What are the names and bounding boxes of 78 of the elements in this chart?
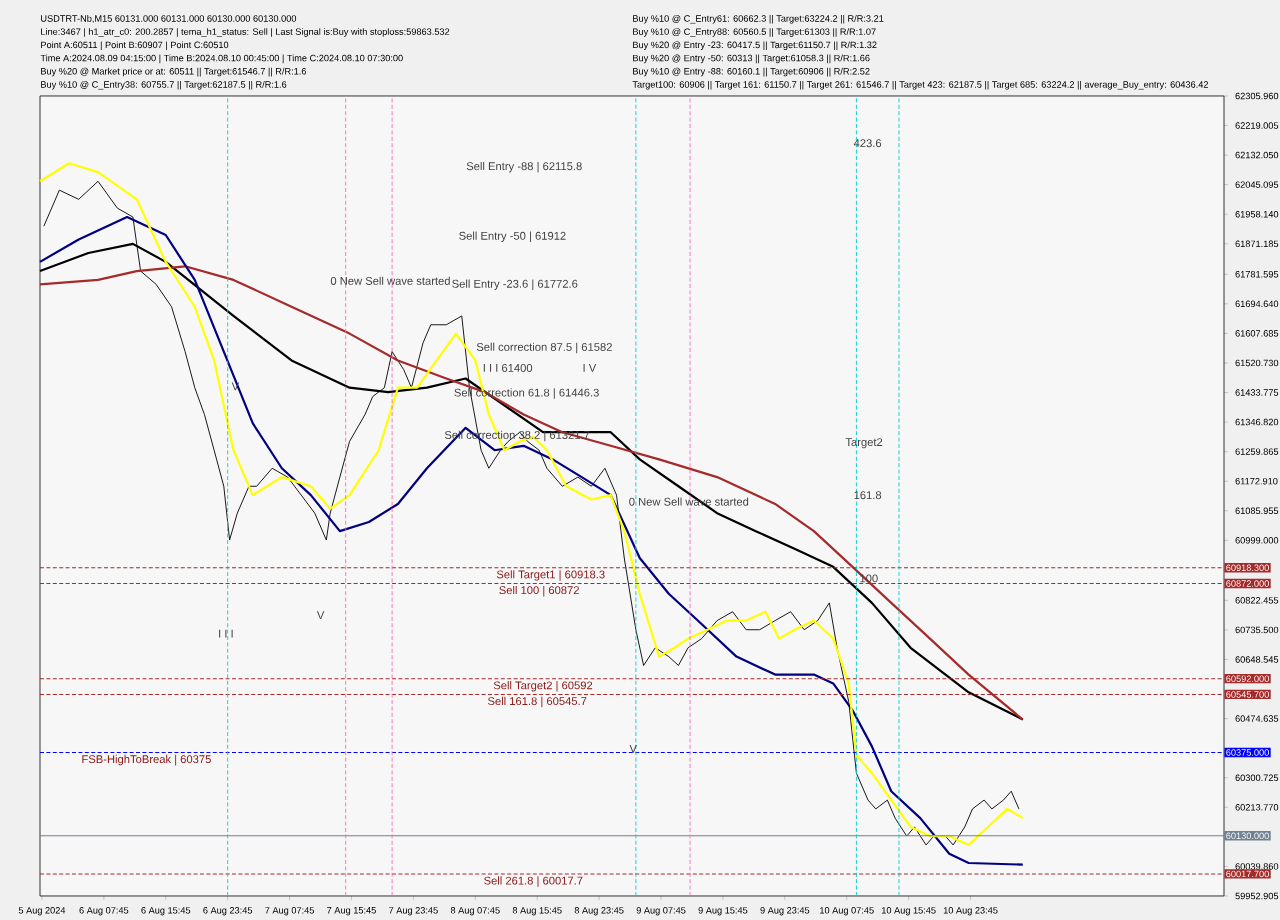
y-tick-label: 62219.005 <box>1235 122 1279 129</box>
y-tick-label: 61694.640 <box>1235 300 1279 308</box>
text: Buy %10 @ C_Entry61: 60662.3 || Target:63224.2 || R/R:3.21 <box>633 14 884 24</box>
text: Buy %10 @ C_Entry38: 60755.7 || Target:62187.5 || R/R:1.6 <box>41 80 287 90</box>
ref-line-label: 60017.700 <box>1226 870 1269 878</box>
y-tick-label: 60822.455 <box>1235 597 1279 604</box>
text: Buy %10 @ Entry -88: 60160.1 || Target:60906 || R/R:2.52 <box>633 67 870 77</box>
x-tick-label: 10 Aug 23:45 <box>943 907 998 916</box>
ref-line-label: 60130.000 <box>1226 832 1269 840</box>
y-tick-label: 61958.140 <box>1235 210 1279 218</box>
ref-line-label: 60375.000 <box>1226 749 1269 756</box>
annotation: I I I <box>219 629 233 638</box>
x-tick-label: 7 Aug 07:45 <box>265 907 314 916</box>
x-tick-label: 9 Aug 07:45 <box>636 907 686 916</box>
y-tick-label: 61346.820 <box>1235 418 1279 426</box>
annotation: Sell correction 87.5 | 61582 <box>476 342 612 354</box>
annotation: 0 New Sell wave started <box>330 276 450 285</box>
annotation: FSB-HighToBreak | 60375 <box>82 754 211 766</box>
ref-line-label: 60592.000 <box>1226 675 1269 682</box>
y-tick-label: 60648.545 <box>1235 656 1279 663</box>
y-tick-label: 59952.905 <box>1235 892 1279 900</box>
x-tick-label: 8 Aug 07:45 <box>450 907 500 916</box>
annotation: 423.6 <box>853 139 882 148</box>
y-tick-label: 60735.500 <box>1235 626 1279 634</box>
text: Buy %10 @ C_Entry88: 60560.5 || Target:61303 || R/R:1.07 <box>633 28 876 37</box>
annotation: Sell Entry -50 | 61912 <box>459 231 566 243</box>
annotation: V <box>629 744 637 753</box>
y-tick-label: 61520.730 <box>1235 359 1279 367</box>
annotation: Sell Target2 | 60592 <box>493 681 593 692</box>
x-tick-label: 7 Aug 23:45 <box>389 907 438 916</box>
y-tick-label: 61259.865 <box>1235 448 1279 455</box>
text: Point A:60511 | Point B:60907 | Point C:60510 <box>41 41 229 50</box>
y-tick-label: 60474.635 <box>1235 715 1279 722</box>
x-tick-label: 9 Aug 23:45 <box>760 907 810 916</box>
annotation: I I I 61400 <box>483 364 533 372</box>
x-tick-label: 6 Aug 07:45 <box>79 907 129 916</box>
x-tick-label: 10 Aug 15:45 <box>881 907 936 916</box>
x-tick-label: 7 Aug 15:45 <box>327 907 376 916</box>
x-tick-label: 6 Aug 23:45 <box>203 907 253 916</box>
text: Buy %20 @ Market price or at: 60511 || Target:61546.7 || R/R:1.6 <box>41 67 307 77</box>
y-tick-label: 62132.050 <box>1235 151 1279 159</box>
annotation: Sell Entry -23.6 | 61772.6 <box>452 279 578 291</box>
x-tick-label: 5 Aug 2024 <box>18 907 66 916</box>
annotation: I V <box>583 364 597 372</box>
ref-line-label: 60918.300 <box>1226 564 1269 572</box>
annotation: Sell 261.8 | 60017.7 <box>484 876 583 887</box>
text: Target100: 60906 || Target 161: 61150.7 || Target 261: 61546.7 || Target 423: 62187.5 || Target 685: 63224.2 || average_Buy_entry: 60436.42 <box>632 80 1209 90</box>
x-tick-label: 8 Aug 15:45 <box>512 907 562 916</box>
y-tick-label: 60300.725 <box>1235 774 1279 781</box>
x-tick-label: 9 Aug 15:45 <box>698 907 748 916</box>
y-tick-label: 61871.185 <box>1235 240 1279 248</box>
annotation: Sell Target1 | 60918.3 <box>496 570 605 581</box>
x-tick-label: 8 Aug 23:45 <box>574 907 624 916</box>
text: Time A:2024.08.09 04:15:00 | Time B:2024.08.10 00:45:00 | Time C:2024.08.10 07:30:00 <box>40 54 403 64</box>
y-tick-label: 61433.775 <box>1235 389 1279 396</box>
y-tick-label: 60039.860 <box>1235 863 1279 870</box>
y-tick-label: 61607.685 <box>1235 330 1279 337</box>
y-tick-label: 61781.595 <box>1235 271 1279 278</box>
x-tick-label: 6 Aug 15:45 <box>141 907 191 916</box>
ref-line-label: 60872.000 <box>1226 580 1269 587</box>
text: Buy %20 @ Entry -50: 60313 || Target:61058.3 || R/R:1.66 <box>633 54 870 64</box>
text: USDTRT-Nb,M15 60131.000 60131.000 60130.000 60130.000 <box>41 14 297 23</box>
annotation: 161.8 <box>854 491 882 500</box>
y-tick-label: 62305.960 <box>1235 92 1279 100</box>
ref-line-label: 60545.700 <box>1226 691 1269 698</box>
annotation: Sell 100 | 60872 <box>499 585 579 597</box>
y-tick-label: 60999.000 <box>1235 537 1279 544</box>
text: Line:3467 | h1_atr_c0: 200.2857 | tema_h1_status: Sell | Last Signal is:Buy with stoploss:59863.532 <box>41 28 450 37</box>
x-tick-label: 10 Aug 07:45 <box>820 907 874 916</box>
text: Buy %20 @ Entry -23: 60417.5 || Target:61150.7 || R/R:1.32 <box>633 41 877 50</box>
y-tick-label: 61085.955 <box>1235 507 1279 515</box>
annotation: Sell Entry -88 | 62115.8 <box>466 161 582 173</box>
y-tick-label: 60213.770 <box>1235 804 1279 811</box>
y-tick-label: 61172.910 <box>1235 477 1278 485</box>
annotation: Target2 <box>845 438 883 449</box>
y-tick-label: 62045.095 <box>1235 181 1279 188</box>
annotation: V <box>316 611 325 620</box>
annotation: Sell 161.8 | 60545.7 <box>487 696 587 708</box>
